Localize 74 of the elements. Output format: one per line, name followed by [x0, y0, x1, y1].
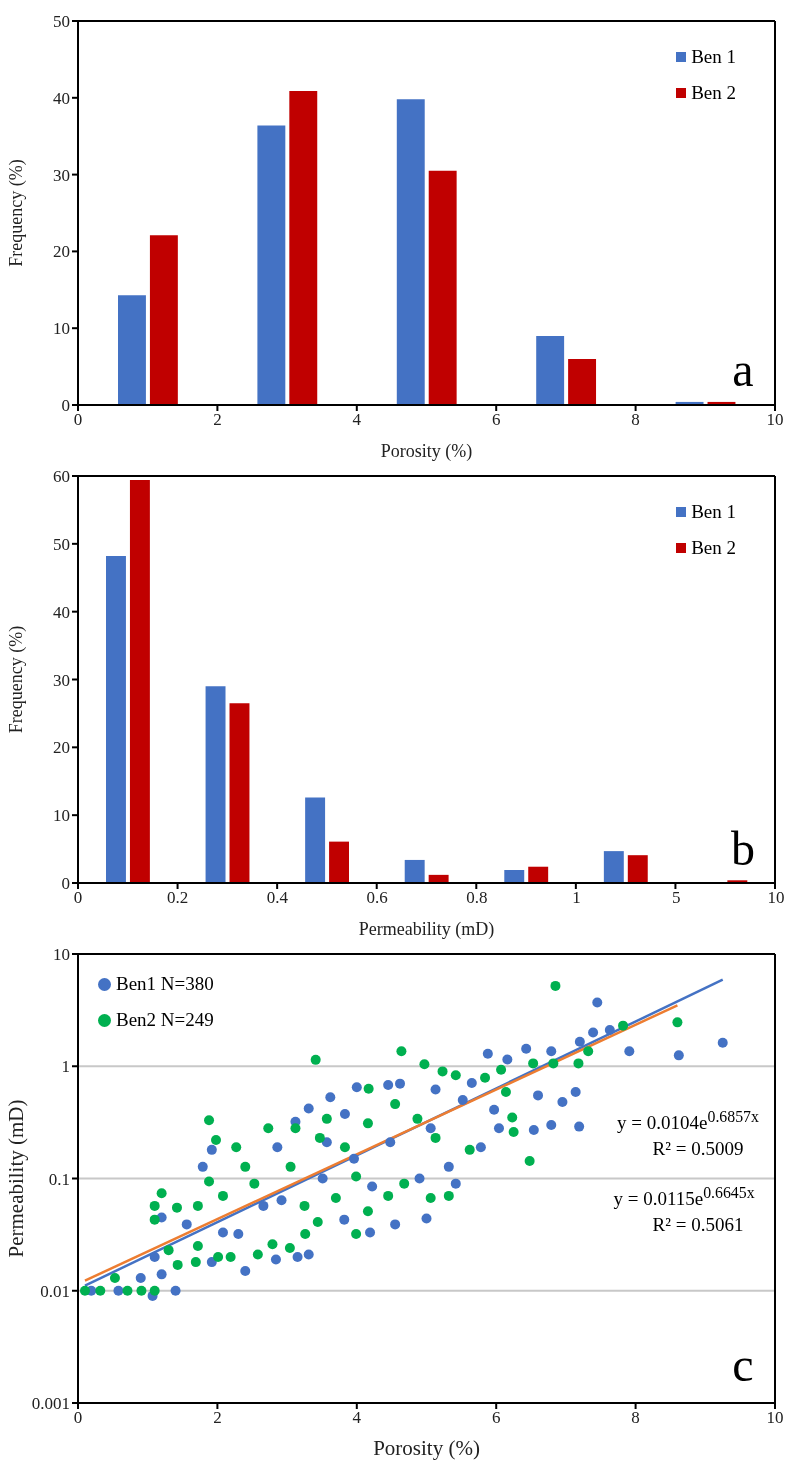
annotation: y = 0.0115e$^{0.6645x}$	[613, 1184, 755, 1210]
x-tick-label: 6	[491, 410, 501, 430]
bar	[257, 125, 286, 405]
bar	[229, 703, 250, 883]
bar	[289, 90, 318, 405]
y-tick-label: 30	[53, 670, 70, 690]
x-tick-label: 4	[352, 410, 362, 430]
y-tick-label: 20	[53, 738, 70, 758]
y-tick-label: 10	[53, 319, 70, 339]
x-tick-label: 4	[352, 1408, 362, 1428]
text: 1	[572, 888, 581, 907]
bar	[396, 99, 425, 405]
annotation: a	[732, 343, 754, 396]
legend-label: Ben 1	[691, 501, 736, 523]
y-axis-title: Frequency (%)	[6, 625, 28, 734]
bar	[329, 841, 350, 883]
y-tick-label: 40	[53, 88, 70, 108]
legend-label: Ben 1	[691, 46, 736, 68]
text: 0.2	[167, 888, 189, 907]
bar	[404, 859, 425, 883]
x-tick-label: 2	[213, 1408, 222, 1428]
x-tick-label: 8	[631, 1408, 640, 1428]
legend-label: Ben 2	[691, 82, 736, 104]
bar	[528, 866, 549, 883]
bar	[536, 335, 565, 405]
bar	[603, 851, 624, 883]
annotation: b	[731, 822, 755, 875]
y-tick-label: 10	[53, 806, 70, 826]
x-tick-label: 2	[213, 410, 222, 430]
y-tick-label: 0	[61, 396, 70, 416]
bar	[118, 295, 146, 405]
text: 0.6	[366, 888, 388, 907]
y-tick-label: 40	[53, 602, 70, 622]
y-tick-label: 0.1	[48, 1169, 70, 1189]
text: 0.8	[466, 888, 488, 907]
text: 5	[672, 888, 681, 907]
y-tick-label: 0	[61, 874, 70, 894]
legend-label: Ben 2	[691, 537, 736, 559]
annotation: y = 0.0104e$^{0.6857x}$	[617, 1108, 759, 1134]
y-tick-label: 50	[53, 534, 70, 554]
x-tick-label: 10	[766, 410, 784, 430]
text: 10	[767, 888, 785, 907]
y-tick-label: 10	[53, 945, 70, 965]
y-tick-label: 50	[53, 12, 70, 32]
y-tick-label: 20	[53, 242, 70, 262]
y-tick-label: 60	[53, 467, 70, 487]
bar	[205, 686, 226, 883]
y-tick-label: 1	[61, 1057, 70, 1077]
bar	[568, 358, 597, 405]
bar	[428, 170, 457, 405]
annotation: c	[732, 1338, 754, 1391]
y-tick-label: 0.01	[40, 1281, 70, 1301]
bar	[106, 556, 126, 883]
y-axis-title: Frequency (%)	[6, 159, 28, 267]
x-tick-label: 6	[491, 1408, 501, 1428]
y-tick-label: 0.001	[31, 1394, 70, 1414]
annotation: R² = 0.5061	[652, 1214, 744, 1235]
x-axis-title: Porosity (%)	[380, 441, 473, 462]
legend-label: Ben2 N=249	[116, 1009, 214, 1031]
text: 0.4	[266, 888, 289, 907]
legend-label: Ben1 N=380	[116, 973, 214, 995]
bar	[149, 235, 178, 405]
annotation: R² = 0.5009	[652, 1138, 744, 1159]
bar	[627, 855, 648, 883]
y-axis-title: Permeability (mD)	[4, 1099, 29, 1258]
bar	[504, 870, 525, 883]
y-tick-label: 30	[53, 165, 70, 185]
bar	[305, 797, 326, 883]
x-axis-title: Porosity (%)	[373, 1436, 480, 1460]
x-tick-label: 10	[766, 1408, 784, 1428]
bar	[129, 480, 150, 883]
x-tick-label: 8	[631, 410, 640, 430]
x-axis-title: Permeability (mD)	[358, 919, 495, 940]
text: 0	[73, 888, 83, 907]
